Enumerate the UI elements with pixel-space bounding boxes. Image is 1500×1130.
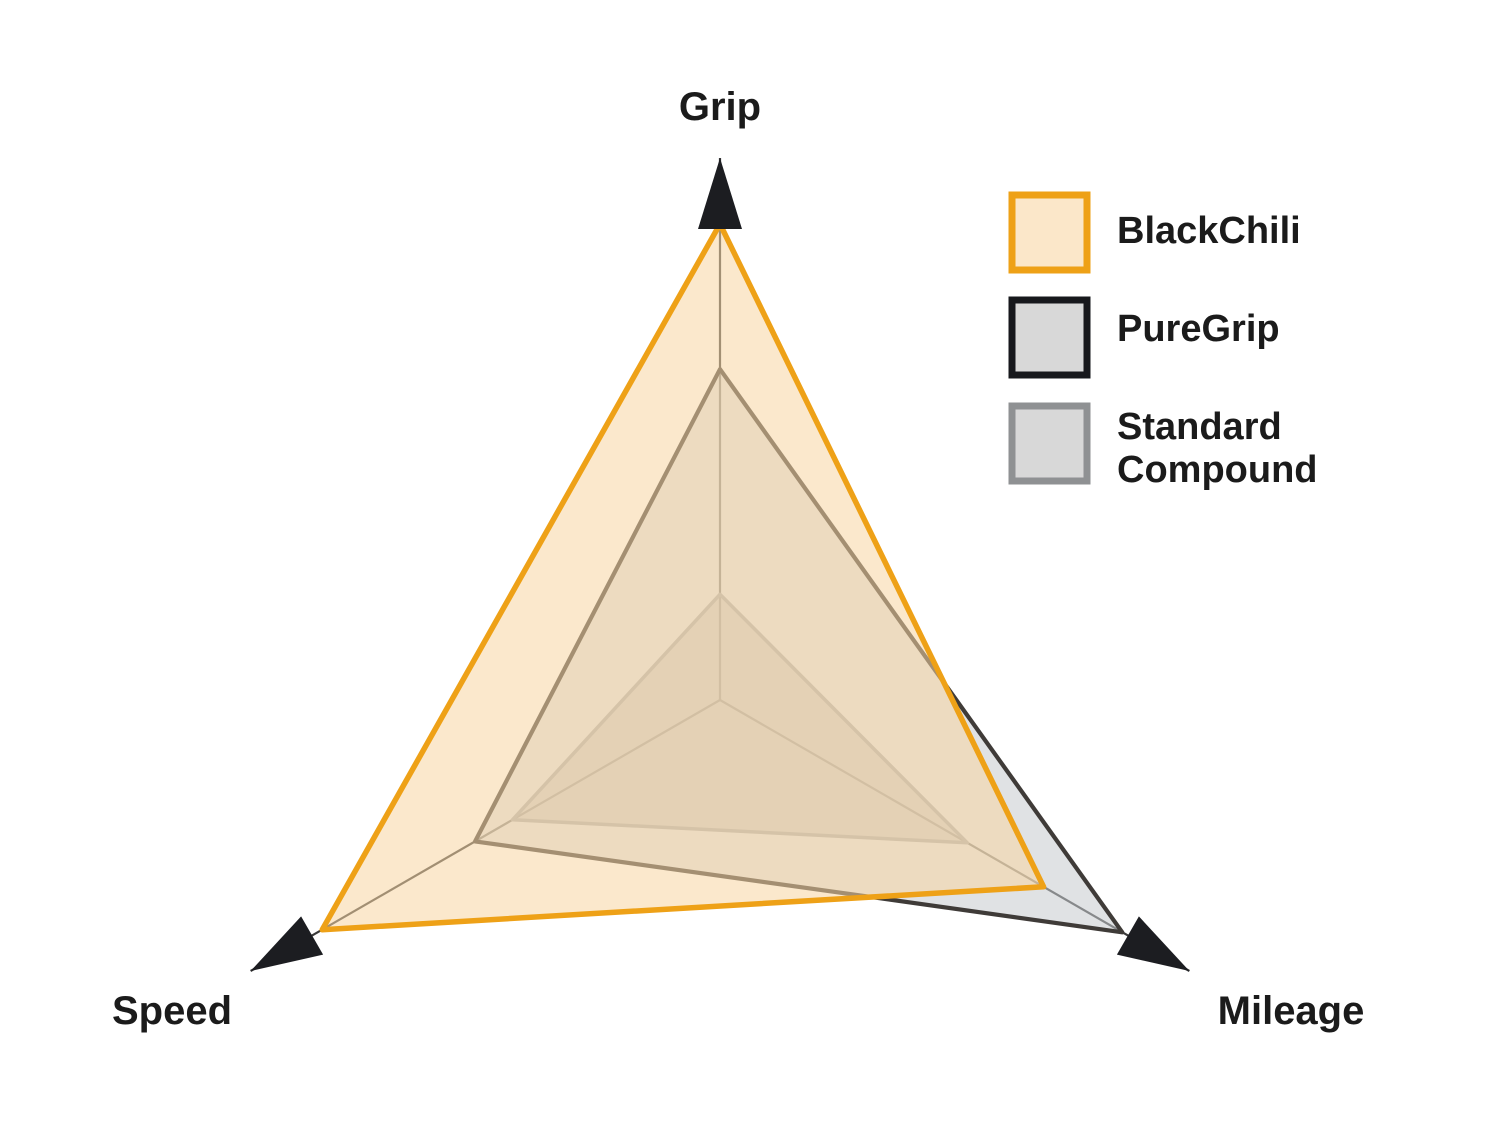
svg-text:Grip: Grip (679, 85, 761, 129)
svg-text:PureGrip: PureGrip (1117, 308, 1280, 350)
svg-text:BlackChili: BlackChili (1117, 210, 1301, 252)
svg-text:Mileage: Mileage (1218, 989, 1365, 1033)
svg-text:Standard: Standard (1117, 406, 1282, 448)
svg-text:Speed: Speed (112, 989, 232, 1033)
svg-text:Compound: Compound (1117, 449, 1318, 491)
